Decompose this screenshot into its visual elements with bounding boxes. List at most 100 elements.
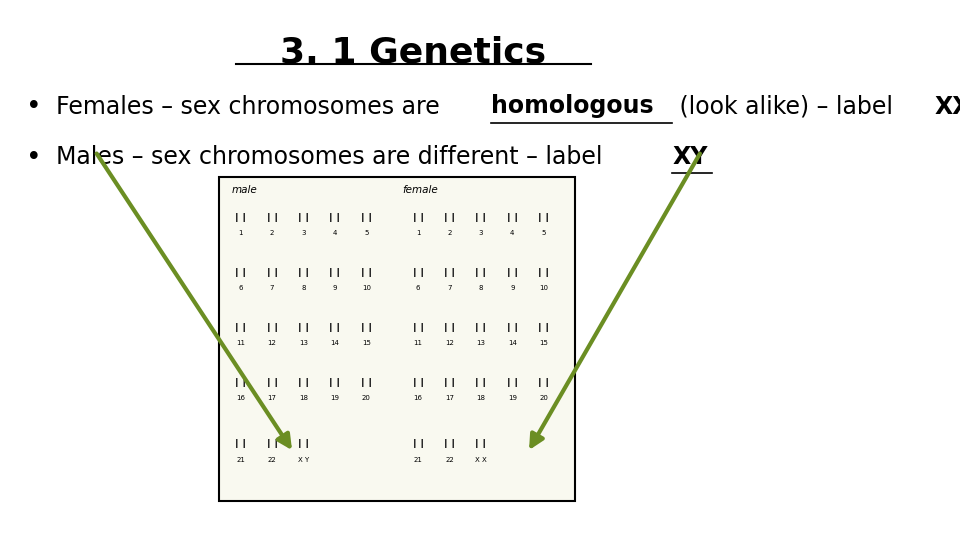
- Text: ❙❙: ❙❙: [327, 268, 343, 276]
- Text: 15: 15: [540, 340, 548, 346]
- Text: 5: 5: [364, 230, 369, 236]
- Text: ❙❙: ❙❙: [359, 323, 373, 332]
- Text: ❙❙: ❙❙: [233, 213, 249, 221]
- Text: ❙❙: ❙❙: [473, 323, 489, 332]
- Text: 4: 4: [510, 230, 515, 236]
- Text: ❙❙: ❙❙: [327, 213, 343, 221]
- Text: ❙❙: ❙❙: [233, 268, 249, 276]
- Text: 22: 22: [445, 457, 454, 463]
- Text: 5: 5: [541, 230, 546, 236]
- Text: X Y: X Y: [298, 457, 309, 463]
- Text: ❙❙: ❙❙: [233, 440, 249, 448]
- Text: 3: 3: [479, 230, 483, 236]
- Text: ❙❙: ❙❙: [233, 378, 249, 387]
- Text: 13: 13: [299, 340, 308, 346]
- Text: ❙❙: ❙❙: [296, 268, 311, 276]
- Text: 16: 16: [414, 395, 422, 401]
- Text: 19: 19: [508, 395, 516, 401]
- Text: XY: XY: [672, 145, 708, 168]
- Text: ❙❙: ❙❙: [473, 213, 489, 221]
- Text: ❙❙: ❙❙: [411, 213, 425, 221]
- Text: ❙❙: ❙❙: [473, 268, 489, 276]
- Text: XX: XX: [934, 94, 960, 118]
- Text: 4: 4: [333, 230, 337, 236]
- Text: ❙❙: ❙❙: [265, 268, 279, 276]
- Text: ❙❙: ❙❙: [411, 323, 425, 332]
- Text: ❙❙: ❙❙: [473, 378, 489, 387]
- Text: 17: 17: [268, 395, 276, 401]
- Text: ❙❙: ❙❙: [537, 213, 551, 221]
- Text: ❙❙: ❙❙: [537, 378, 551, 387]
- Bar: [219, 177, 575, 501]
- Text: ❙❙: ❙❙: [505, 378, 519, 387]
- Text: ❙❙: ❙❙: [265, 378, 279, 387]
- Text: ❙❙: ❙❙: [442, 323, 457, 332]
- Text: ❙❙: ❙❙: [233, 323, 249, 332]
- Text: ❙❙: ❙❙: [442, 213, 457, 221]
- Text: ❙❙: ❙❙: [537, 268, 551, 276]
- Text: 11: 11: [236, 340, 245, 346]
- Text: 8: 8: [479, 285, 483, 291]
- Text: ❙❙: ❙❙: [505, 323, 519, 332]
- Text: ❙❙: ❙❙: [411, 268, 425, 276]
- Text: 6: 6: [238, 285, 243, 291]
- Text: ❙❙: ❙❙: [327, 378, 343, 387]
- Text: 9: 9: [333, 285, 337, 291]
- Text: 10: 10: [362, 285, 371, 291]
- Text: 15: 15: [362, 340, 371, 346]
- Text: 2: 2: [270, 230, 275, 236]
- Text: ❙❙: ❙❙: [296, 378, 311, 387]
- Text: 9: 9: [510, 285, 515, 291]
- Text: 7: 7: [447, 285, 452, 291]
- Text: ❙❙: ❙❙: [327, 323, 343, 332]
- Text: ❙❙: ❙❙: [473, 440, 489, 448]
- Text: 10: 10: [540, 285, 548, 291]
- Text: 21: 21: [414, 457, 422, 463]
- Text: ❙❙: ❙❙: [442, 378, 457, 387]
- Text: ❙❙: ❙❙: [442, 268, 457, 276]
- Text: 22: 22: [268, 457, 276, 463]
- Text: 2: 2: [447, 230, 451, 236]
- Text: 19: 19: [330, 395, 340, 401]
- Text: 20: 20: [362, 395, 371, 401]
- Text: 11: 11: [414, 340, 422, 346]
- Text: ❙❙: ❙❙: [359, 378, 373, 387]
- Text: Females – sex chromosomes are: Females – sex chromosomes are: [57, 94, 447, 118]
- Text: 3. 1 Genetics: 3. 1 Genetics: [280, 35, 546, 69]
- Text: 6: 6: [416, 285, 420, 291]
- Text: ❙❙: ❙❙: [411, 440, 425, 448]
- Text: ❙❙: ❙❙: [265, 440, 279, 448]
- Text: 13: 13: [476, 340, 486, 346]
- Text: 1: 1: [238, 230, 243, 236]
- Text: ❙❙: ❙❙: [296, 213, 311, 221]
- Text: 18: 18: [299, 395, 308, 401]
- Text: 12: 12: [268, 340, 276, 346]
- Text: X X: X X: [475, 457, 487, 463]
- Text: 1: 1: [416, 230, 420, 236]
- Text: 8: 8: [301, 285, 306, 291]
- Text: ❙❙: ❙❙: [296, 323, 311, 332]
- Text: ❙❙: ❙❙: [265, 213, 279, 221]
- Text: male: male: [231, 185, 257, 195]
- Text: ❙❙: ❙❙: [359, 213, 373, 221]
- Text: 12: 12: [445, 340, 454, 346]
- Text: ❙❙: ❙❙: [359, 268, 373, 276]
- Text: 20: 20: [540, 395, 548, 401]
- Text: ❙❙: ❙❙: [265, 323, 279, 332]
- Text: ❙❙: ❙❙: [411, 378, 425, 387]
- Text: ❙❙: ❙❙: [296, 440, 311, 448]
- Text: •: •: [26, 145, 41, 171]
- Text: 3: 3: [301, 230, 306, 236]
- Text: 7: 7: [270, 285, 275, 291]
- Text: female: female: [402, 185, 438, 195]
- Text: 14: 14: [508, 340, 516, 346]
- Text: (look alike) – label: (look alike) – label: [672, 94, 908, 118]
- Text: 14: 14: [330, 340, 340, 346]
- Text: Males – sex chromosomes are different – label: Males – sex chromosomes are different – …: [57, 145, 611, 168]
- Text: 16: 16: [236, 395, 245, 401]
- Text: •: •: [26, 94, 41, 120]
- Text: homologous: homologous: [492, 94, 654, 118]
- Text: ❙❙: ❙❙: [537, 323, 551, 332]
- Text: 18: 18: [476, 395, 486, 401]
- Text: ❙❙: ❙❙: [505, 268, 519, 276]
